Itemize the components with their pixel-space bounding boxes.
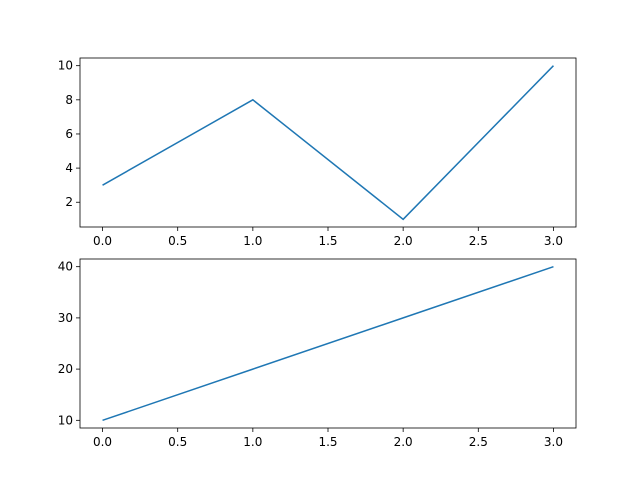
- x-tick-label: 0.5: [168, 234, 187, 248]
- x-tick-label: 1.5: [318, 435, 337, 449]
- x-tick-label: 2.5: [469, 234, 488, 248]
- y-tick-label: 6: [65, 127, 73, 141]
- y-tick-label: 30: [58, 311, 73, 325]
- data-line: [102, 265, 554, 422]
- y-tick-label: 4: [65, 161, 73, 175]
- y-tick-label: 10: [58, 59, 73, 73]
- axes-frame: [79, 57, 577, 228]
- x-tick-label: 3.0: [544, 435, 563, 449]
- y-tick-label: 40: [58, 260, 73, 274]
- x-tick-label: 1.0: [243, 234, 262, 248]
- y-tick-label: 8: [65, 93, 73, 107]
- y-tick-label: 20: [58, 362, 73, 376]
- data-line: [102, 65, 554, 221]
- x-tick-label: 2.0: [394, 435, 413, 449]
- y-tick-label: 10: [58, 413, 73, 427]
- x-tick-label: 3.0: [544, 234, 563, 248]
- x-tick-label: 0.0: [93, 234, 112, 248]
- x-tick-label: 2.0: [394, 234, 413, 248]
- x-tick-label: 2.5: [469, 435, 488, 449]
- x-tick-label: 0.0: [93, 435, 112, 449]
- x-tick-label: 1.5: [318, 234, 337, 248]
- x-tick-label: 1.0: [243, 435, 262, 449]
- x-tick-label: 0.5: [168, 435, 187, 449]
- y-tick-label: 2: [65, 195, 73, 209]
